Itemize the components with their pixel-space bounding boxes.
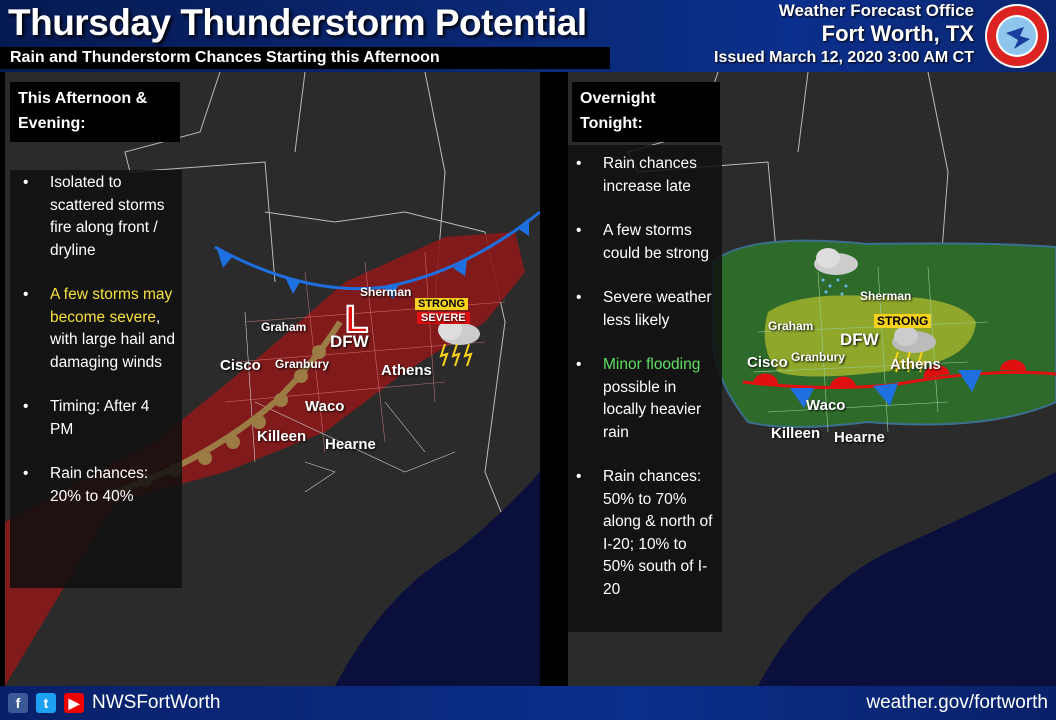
page-title: Thursday Thunderstorm Potential: [8, 2, 587, 43]
afternoon-map: L: [5, 72, 540, 686]
overnight-map-panel: STRONG Sherman Graham DFW Cisco Granbury…: [568, 72, 1056, 686]
bullet-item: A few storms could be strong: [568, 220, 722, 265]
bullet-item: Rain chances: 20% to 40%: [10, 463, 182, 508]
bullet-item: Rain chances increase late: [568, 153, 722, 198]
county-lines: [752, 266, 989, 433]
city-label-hearne: Hearne: [834, 429, 885, 446]
gulf-of-mexico: [335, 472, 540, 686]
office-label: Weather Forecast Office: [778, 1, 974, 20]
thunderstorm-icon: [438, 320, 480, 367]
city-label-graham: Graham: [261, 320, 307, 334]
city-label-sherman: Sherman: [360, 285, 412, 299]
city-label-hearne: Hearne: [325, 436, 376, 453]
afternoon-map-panel: L STRONG SEVERE Sherman Graham DFW Cisco…: [5, 72, 540, 686]
city-label-granbury: Granbury: [275, 357, 330, 371]
bullet-text: Rain chances: 20% to 40%: [50, 465, 149, 505]
thunderstorm-icon: [892, 326, 936, 373]
bullet-text: Rain chances: 50% to 70% along & north o…: [603, 468, 713, 598]
bullet-item: Timing: After 4 PM: [10, 396, 182, 441]
facebook-icon[interactable]: f: [8, 693, 28, 713]
city-label-cisco: Cisco: [747, 354, 788, 371]
overnight-bullets: Rain chances increase late A few storms c…: [568, 145, 722, 632]
issued-time: Issued March 12, 2020 3:00 AM CT: [714, 49, 974, 66]
bullet-list: Isolated to scattered storms fire along …: [10, 172, 182, 508]
office-city: Fort Worth, TX: [821, 21, 974, 46]
city-label-dfw: DFW: [330, 332, 369, 351]
afternoon-bullets: Isolated to scattered storms fire along …: [10, 170, 182, 588]
gulf-of-mexico: [758, 472, 1056, 686]
city-label-athens: Athens: [890, 356, 941, 373]
bullet-text: A few storms could be strong: [603, 222, 709, 262]
city-label-graham: Graham: [768, 319, 814, 333]
bullet-item: Severe weather less likely: [568, 287, 722, 332]
low-pressure-symbol: L: [345, 299, 368, 341]
cold-front-triangles: [790, 370, 982, 408]
strong-badge: STRONG: [415, 298, 469, 310]
severe-badge: SEVERE: [417, 312, 470, 324]
header: Thursday Thunderstorm Potential Rain and…: [0, 0, 1056, 72]
city-label-granbury: Granbury: [791, 350, 846, 364]
city-label-cisco: Cisco: [220, 357, 261, 374]
bullet-item: Rain chances: 50% to 70% along & north o…: [568, 466, 722, 601]
footer: f t ▶ NWSFortWorth weather.gov/fortworth: [0, 686, 1056, 720]
bullet-text: Severe weather less likely: [603, 289, 712, 329]
bullet-text: Timing: After 4 PM: [50, 398, 150, 438]
website-link[interactable]: weather.gov/fortworth: [866, 692, 1048, 713]
warm-front-bumps: [753, 359, 1027, 388]
bullet-text: A few storms may become severe: [50, 286, 173, 326]
afternoon-heading: This Afternoon & Evening:: [10, 82, 180, 142]
page-subtitle: Rain and Thunderstorm Chances Starting t…: [0, 47, 610, 69]
overnight-heading: Overnight Tonight:: [572, 82, 720, 142]
overnight-map: [627, 72, 1056, 686]
county-lines-outer: [244, 311, 456, 493]
nws-logo-icon: [985, 4, 1049, 68]
bullet-text: Rain chances increase late: [603, 155, 697, 195]
city-label-waco: Waco: [806, 397, 846, 414]
bullet-text: Minor flooding: [603, 356, 701, 373]
bullet-text: , with large hail and damaging winds: [50, 308, 175, 371]
city-label-waco: Waco: [305, 398, 345, 415]
bullet-list: Rain chances increase late A few storms c…: [568, 153, 722, 601]
city-label-athens: Athens: [381, 362, 432, 379]
bullet-item: Isolated to scattered storms fire along …: [10, 172, 182, 262]
bullet-item: A few storms may become severe, with lar…: [10, 284, 182, 374]
city-label-dfw: DFW: [840, 330, 879, 349]
cold-front-triangles: [217, 218, 529, 299]
bullet-text: possible in locally heavier rain: [603, 378, 702, 441]
stationary-front: [742, 370, 1056, 390]
severe-area: [5, 232, 525, 686]
rain-cloud-icon: [814, 248, 858, 296]
city-label-killeen: Killeen: [257, 428, 307, 445]
bullet-item: Minor flooding possible in locally heavi…: [568, 354, 722, 444]
strong-badge: STRONG: [874, 314, 932, 328]
city-label-sherman: Sherman: [860, 289, 912, 303]
twitter-icon[interactable]: t: [36, 693, 56, 713]
city-label-killeen: Killeen: [771, 425, 821, 442]
youtube-icon[interactable]: ▶: [64, 693, 84, 713]
bullet-text: Isolated to scattered storms fire along …: [50, 174, 165, 259]
social-handle[interactable]: NWSFortWorth: [92, 692, 221, 713]
